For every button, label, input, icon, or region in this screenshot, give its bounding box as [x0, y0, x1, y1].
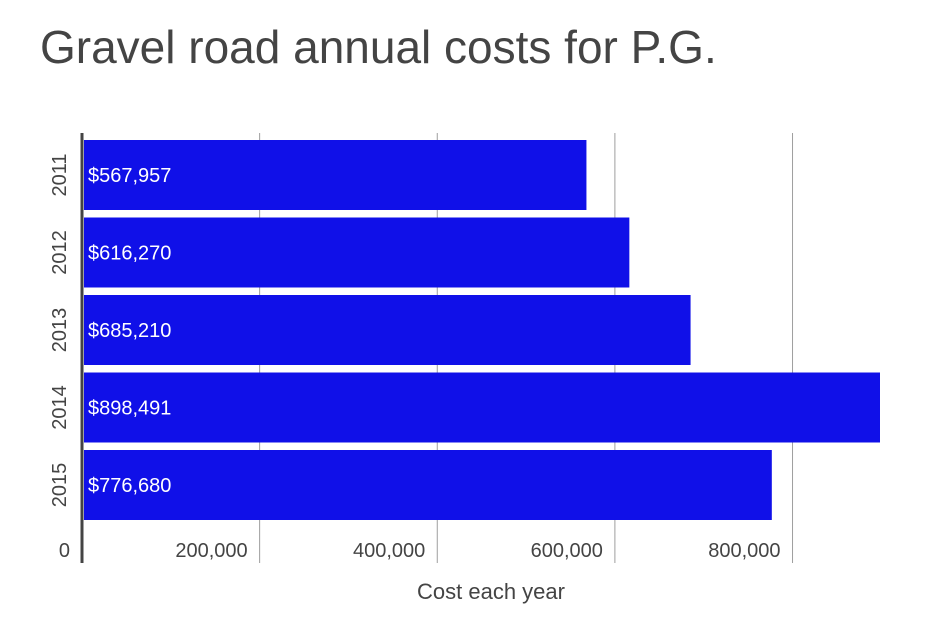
chart-title: Gravel road annual costs for P.G.: [40, 21, 717, 73]
bar-value-label: $776,680: [88, 475, 171, 497]
bar: [84, 372, 880, 443]
x-tick-label: 600,000: [531, 540, 603, 562]
x-axis-label: Cost each year: [417, 579, 565, 604]
category-label: 2013: [49, 308, 71, 353]
bar: [84, 217, 630, 288]
x-tick-label: 400,000: [353, 540, 425, 562]
bar: [84, 295, 691, 365]
bar-value-label: $898,491: [88, 398, 171, 420]
bar: [84, 140, 587, 210]
bars: [84, 140, 880, 520]
bar-value-label: $616,270: [88, 243, 171, 265]
category-label: 2012: [49, 230, 71, 275]
bar-value-label: $685,210: [88, 320, 171, 342]
x-tick-labels: 0 200,000 400,000 600,000 800,000: [59, 540, 781, 562]
bar: [84, 450, 772, 520]
x-tick-label: 0: [59, 540, 70, 562]
category-label: 2011: [49, 153, 71, 196]
bar-value-label: $567,957: [88, 165, 171, 187]
category-labels: 2011 2012 2013 2014 2015: [49, 153, 71, 507]
x-tick-label: 200,000: [175, 540, 247, 562]
data-labels: $567,957 $616,270 $685,210 $898,491 $776,680: [88, 165, 171, 497]
category-label: 2015: [49, 463, 71, 508]
x-tick-label: 800,000: [708, 540, 780, 562]
category-label: 2014: [49, 385, 71, 430]
